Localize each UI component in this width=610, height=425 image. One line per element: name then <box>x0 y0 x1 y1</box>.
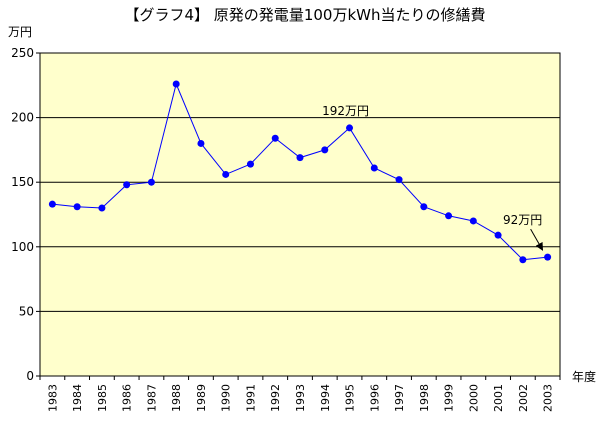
data-point <box>246 160 254 168</box>
x-tick-label: 1987 <box>145 384 158 412</box>
x-tick-label: 1990 <box>220 384 233 412</box>
y-tick-label: 0 <box>26 369 34 383</box>
data-point <box>469 217 477 225</box>
y-tick-label: 200 <box>11 111 34 125</box>
data-point <box>147 178 155 186</box>
y-tick-label: 150 <box>11 175 34 189</box>
annotations: 192万円 92万円 <box>322 104 544 251</box>
x-tick-label: 1983 <box>46 384 59 412</box>
x-tick-label: 1995 <box>344 384 357 412</box>
x-axis-ticks: 1983 1984 1985 1986 1987 1988 1989 1990 1991 1992… <box>39 376 561 412</box>
data-point <box>445 212 453 220</box>
data-point <box>296 154 304 162</box>
x-tick-label: 1985 <box>96 384 109 412</box>
data-point <box>420 203 428 211</box>
data-point <box>172 80 180 88</box>
x-tick-label: 2001 <box>492 384 505 412</box>
x-tick-label: 1997 <box>393 384 406 412</box>
y-tick-label: 250 <box>11 46 34 60</box>
data-point <box>73 203 81 211</box>
x-tick-label: 2002 <box>517 384 530 412</box>
data-point <box>519 256 527 264</box>
x-axis-unit: 年度 <box>572 369 596 384</box>
y-tick-label: 50 <box>19 304 34 318</box>
y-axis-unit: 万円 <box>8 25 32 39</box>
plot-area <box>39 52 561 377</box>
annotation-label: 192万円 <box>322 104 369 118</box>
x-tick-label: 1986 <box>121 384 134 412</box>
x-tick-label: 1998 <box>418 384 431 412</box>
data-point <box>370 164 378 172</box>
data-point <box>544 253 552 261</box>
data-point <box>98 204 106 212</box>
annotation-arrow <box>530 228 544 251</box>
chart-title: 【グラフ4】 原発の発電量100万kWh当たりの修繕費 <box>125 6 486 24</box>
x-tick-label: 1996 <box>368 384 381 412</box>
y-axis-ticks: 0 50 100 150 200 250 <box>11 46 40 383</box>
x-tick-label: 2000 <box>467 384 480 412</box>
y-tick-label: 100 <box>11 240 34 254</box>
x-tick-label: 1992 <box>269 384 282 412</box>
x-tick-label: 1988 <box>170 384 183 412</box>
data-point <box>395 176 403 184</box>
x-tick-label: 1993 <box>294 384 307 412</box>
data-point <box>48 200 56 208</box>
annotation-label: 92万円 <box>503 213 542 227</box>
data-point <box>494 231 502 239</box>
x-tick-label: 1994 <box>319 384 332 412</box>
x-tick-label: 1991 <box>244 384 257 412</box>
data-points <box>48 80 552 264</box>
data-point <box>346 124 354 132</box>
x-tick-label: 1999 <box>443 384 456 412</box>
data-point <box>123 181 131 189</box>
data-point <box>197 139 205 147</box>
x-tick-label: 1984 <box>71 384 84 412</box>
x-tick-label: 2003 <box>542 384 555 412</box>
data-point <box>321 146 329 154</box>
data-point <box>271 134 279 142</box>
x-tick-label: 1989 <box>195 384 208 412</box>
data-point <box>222 170 230 178</box>
